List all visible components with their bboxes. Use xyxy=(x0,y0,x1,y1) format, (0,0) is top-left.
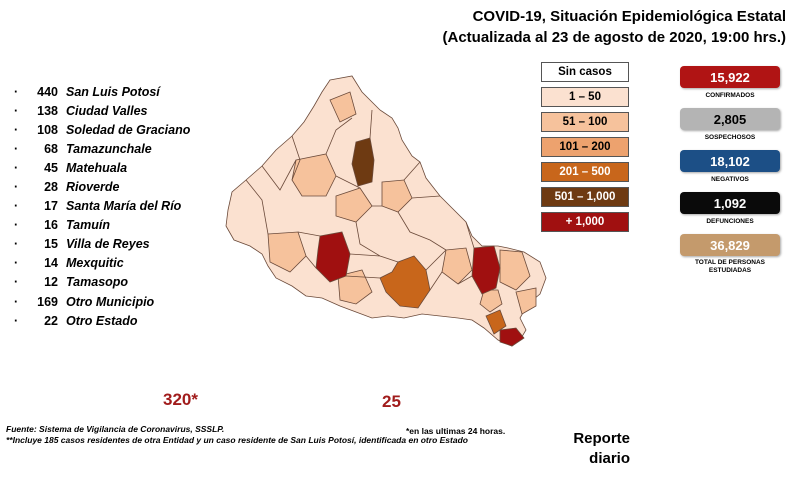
municipality-name: Ciudad Valles xyxy=(66,103,148,118)
case-count: 138 xyxy=(37,103,58,118)
report-line-2: diario xyxy=(589,450,630,467)
municipality-name: Tamuín xyxy=(66,218,110,233)
municipality-name: Santa María del Río xyxy=(66,199,182,214)
legend-item: 201 – 500 xyxy=(541,162,629,182)
case-count: 17 xyxy=(44,199,58,214)
stat-label: NEGATIVOS xyxy=(711,176,749,183)
new-deaths-count: 25 xyxy=(382,392,401,411)
municipality-region xyxy=(337,269,373,305)
municipality-region xyxy=(381,179,413,213)
footnote-24h: *en las ultimas 24 horas. xyxy=(406,426,506,436)
stat-label: TOTAL DE PERSONAS ESTUDIADAS xyxy=(694,259,766,274)
stats-panel: 15,922 CONFIRMADOS 2,805 SOSPECHOSOS 18,… xyxy=(680,66,780,276)
municipality-name: Otro Municipio xyxy=(66,294,155,309)
list-item: · 17 Santa María del Río xyxy=(14,199,182,214)
legend-item: Sin casos xyxy=(541,62,629,82)
municipality-name: Villa de Reyes xyxy=(66,237,150,252)
municipality-region xyxy=(479,289,503,313)
list-item: · 22 Otro Estado xyxy=(14,313,138,328)
list-item: · 108 Soledad de Graciano xyxy=(14,122,191,137)
list-item: · 138 Ciudad Valles xyxy=(14,103,148,118)
municipality-region xyxy=(499,327,525,347)
municipality-region xyxy=(335,187,373,223)
title-line-1: COVID-19, Situación Epidemiológica Estat… xyxy=(472,8,786,25)
footnote-residents: **Incluye 185 casos residentes de otra E… xyxy=(6,435,468,445)
total-studied-count: 36,829 xyxy=(680,234,780,256)
municipality-name: Rioverde xyxy=(66,180,120,195)
municipality-name: Soledad de Graciano xyxy=(66,122,191,137)
municipality-region xyxy=(267,231,307,273)
municipality-name: Otro Estado xyxy=(66,313,138,328)
confirmed-count: 15,922 xyxy=(680,66,780,88)
municipality-region xyxy=(485,309,507,335)
list-item: · 16 Tamuín xyxy=(14,218,110,233)
deaths-count: 1,092 xyxy=(680,192,780,214)
map-legend: Sin casos 1 – 50 51 – 100 101 – 200 201 … xyxy=(541,62,629,237)
case-count: 45 xyxy=(44,160,58,175)
stat-label: DEFUNCIONES xyxy=(706,218,754,225)
list-item: · 169 Otro Municipio xyxy=(14,294,155,309)
stat-label: SOSPECHOSOS xyxy=(704,134,756,141)
new-cases-count: 320* xyxy=(163,390,198,409)
municipal-boundary xyxy=(245,109,475,291)
municipality-list: · 440 San Luis Potosí · 138 Ciudad Valles · 1… xyxy=(14,82,234,330)
case-count: 16 xyxy=(44,218,58,233)
list-item: · 12 Tamasopo xyxy=(14,275,129,290)
case-count: 28 xyxy=(44,180,58,195)
legend-item: 1 – 50 xyxy=(541,87,629,107)
legend-item: 51 – 100 xyxy=(541,112,629,132)
source-note: Fuente: Sistema de Vigilancia de Coronav… xyxy=(6,424,225,434)
list-item: · 45 Matehuala xyxy=(14,160,128,175)
municipality-region xyxy=(499,249,531,291)
map-regions xyxy=(225,75,547,347)
municipality-name: Tamazunchale xyxy=(66,141,152,156)
case-count: 14 xyxy=(44,256,58,271)
list-item: · 15 Villa de Reyes xyxy=(14,237,150,252)
case-count: 169 xyxy=(37,294,58,309)
stat-label: CONFIRMADOS xyxy=(705,92,755,99)
list-item: · 440 San Luis Potosí xyxy=(14,84,160,99)
list-item: · 28 Rioverde xyxy=(14,180,120,195)
state-outline xyxy=(225,75,547,347)
page-title: COVID-19, Situación Epidemiológica Estat… xyxy=(366,6,786,48)
report-line-1: Reporte xyxy=(573,430,630,447)
list-item: · 14 Mexquitic xyxy=(14,256,124,271)
legend-item: 501 – 1,000 xyxy=(541,187,629,207)
municipality-region xyxy=(379,255,431,309)
municipality-region xyxy=(329,91,357,123)
case-count: 108 xyxy=(37,122,58,137)
municipality-name: Mexquitic xyxy=(66,256,124,271)
municipality-name: Tamasopo xyxy=(66,275,129,290)
legend-item: 101 – 200 xyxy=(541,137,629,157)
case-count: 12 xyxy=(44,275,58,290)
municipality-region xyxy=(515,287,537,315)
municipality-region xyxy=(315,231,351,283)
municipality-name: Matehuala xyxy=(66,160,128,175)
municipality-region xyxy=(441,247,473,285)
suspected-count: 2,805 xyxy=(680,108,780,130)
title-line-2: (Actualizada al 23 de agosto de 2020, 19… xyxy=(442,29,786,46)
daily-report-label: Reporte diario xyxy=(573,429,630,469)
list-item: · 68 Tamazunchale xyxy=(14,141,152,156)
case-count: 68 xyxy=(44,141,58,156)
legend-item: + 1,000 xyxy=(541,212,629,232)
municipality-name: San Luis Potosí xyxy=(66,84,160,99)
case-count: 22 xyxy=(44,313,58,328)
case-count: 440 xyxy=(37,84,58,99)
negative-count: 18,102 xyxy=(680,150,780,172)
case-count: 15 xyxy=(44,237,58,252)
